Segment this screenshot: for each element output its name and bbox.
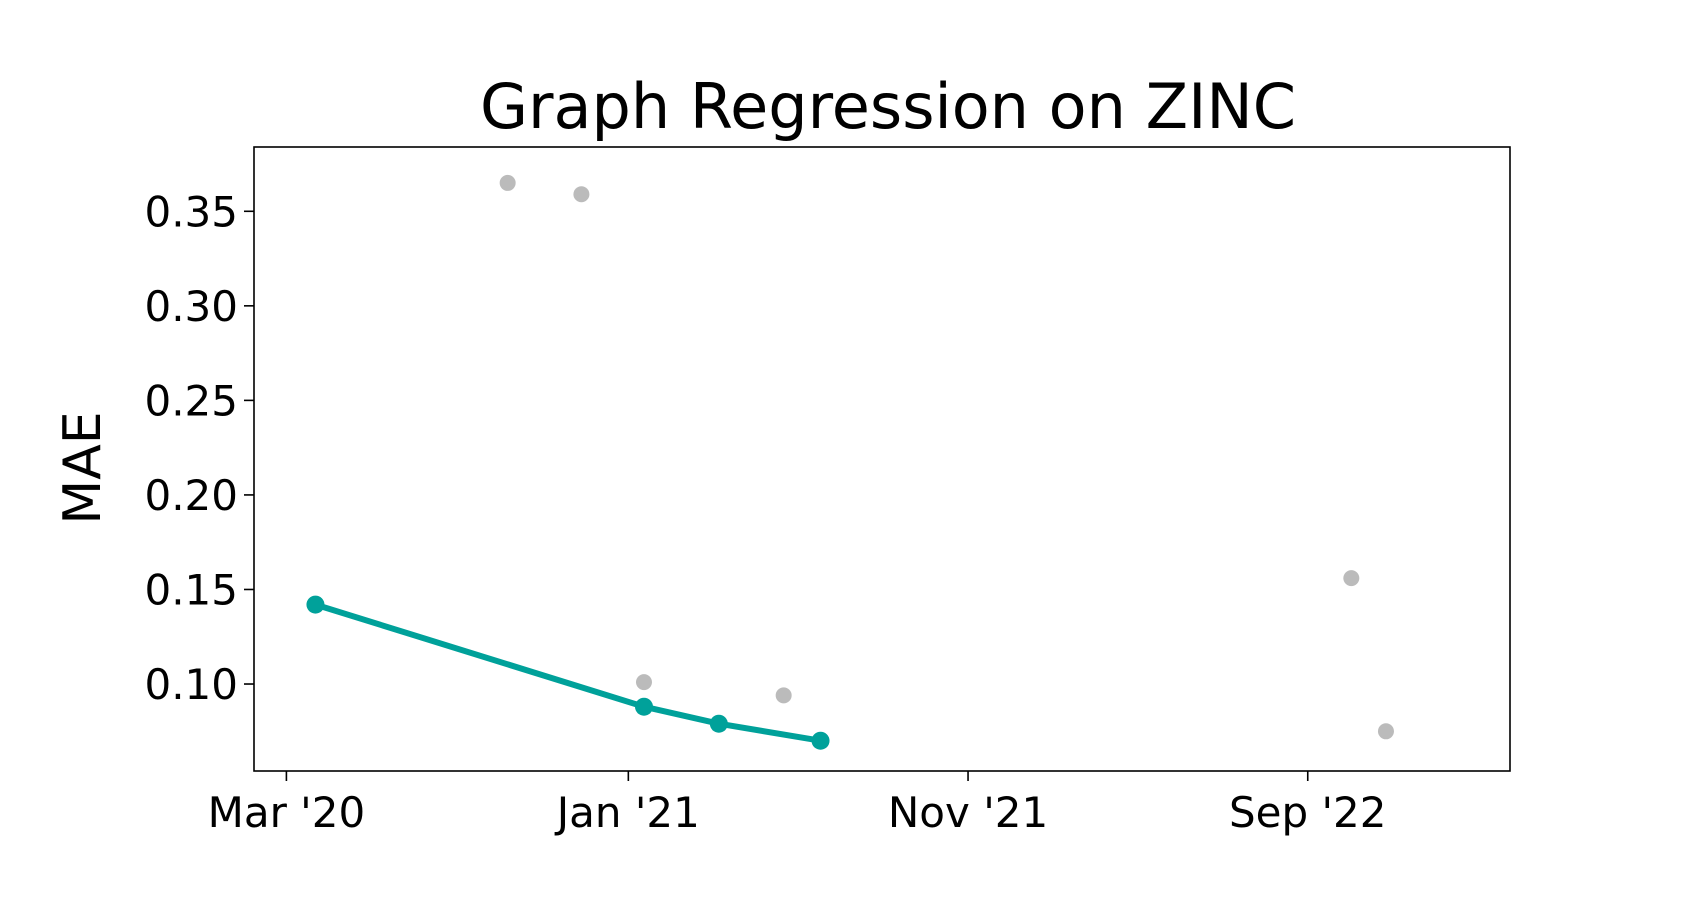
sota-point — [306, 595, 325, 614]
y-tick-label: 0.20 — [144, 471, 238, 520]
x-tick-label: Mar '20 — [208, 788, 366, 837]
y-tick-label: 0.35 — [144, 187, 238, 236]
y-tick-label: 0.10 — [144, 660, 238, 709]
other-method-point — [573, 186, 590, 203]
chart-title: Graph Regression on ZINC — [480, 70, 1296, 143]
plot-area — [306, 174, 1394, 750]
other-method-point — [1377, 723, 1394, 740]
y-tick-label: 0.30 — [144, 282, 238, 331]
y-tick-label: 0.25 — [144, 376, 238, 425]
sota-point — [634, 697, 653, 716]
y-tick-label: 0.15 — [144, 565, 238, 614]
x-tick-label: Nov '21 — [888, 788, 1048, 837]
x-tick-label: Jan '21 — [554, 788, 700, 837]
other-method-point — [1343, 570, 1360, 587]
other-method-point — [635, 674, 652, 691]
plot-frame — [253, 146, 1511, 772]
sota-point — [709, 714, 728, 733]
other-method-point — [775, 687, 792, 704]
sota-point — [811, 731, 830, 750]
sota-line — [312, 601, 824, 744]
y-axis-label: MAE — [53, 411, 113, 524]
x-tick-label: Sep '22 — [1229, 788, 1387, 837]
other-method-point — [499, 174, 516, 191]
